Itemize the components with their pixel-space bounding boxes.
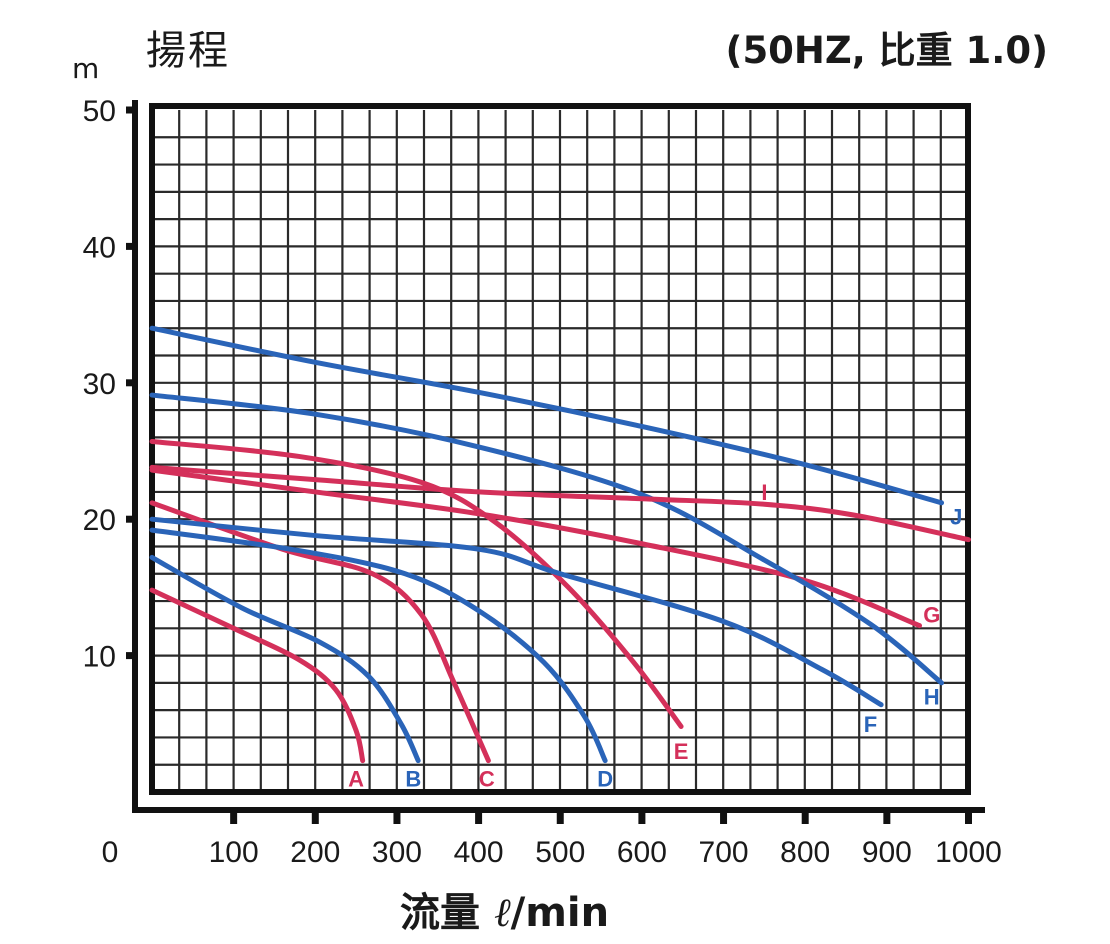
curve-label-e: E	[674, 739, 689, 764]
y-tick-label: 50	[83, 95, 116, 128]
curve-label-i: I	[761, 480, 767, 505]
curve-label-b: B	[405, 766, 421, 791]
chart-subtitle: (50HZ, 比重 1.0)	[725, 29, 1048, 72]
curve-i	[149, 464, 971, 543]
performance-curves	[149, 325, 971, 764]
curve-h	[149, 392, 945, 686]
curve-b	[149, 554, 421, 764]
x-axis-label-prefix: 流量	[400, 890, 480, 936]
curve-g	[149, 467, 923, 629]
curve-label-g: G	[923, 603, 940, 628]
x-tick-label: 700	[699, 836, 749, 869]
x-tick-label: 300	[372, 836, 422, 869]
x-tick-label: 0	[102, 836, 119, 869]
x-tick-label: 600	[617, 836, 667, 869]
y-tick-label: 40	[83, 231, 116, 264]
y-tick-label: 20	[83, 504, 116, 537]
x-tick-label: 900	[862, 836, 912, 869]
x-tick-label: 800	[780, 836, 830, 869]
curve-f	[149, 516, 884, 708]
curve-labels: A B C D E F G H I J	[348, 480, 962, 791]
plot-frame	[149, 103, 971, 795]
x-axis-label-suffix: /min	[510, 890, 610, 936]
curve-j	[149, 325, 945, 506]
curve-label-h: H	[924, 685, 940, 710]
curve-d	[149, 527, 608, 764]
x-tick-label: 200	[290, 836, 340, 869]
chart-title: 揚程	[146, 28, 230, 74]
y-axis-unit: m	[72, 52, 100, 85]
curve-label-a: A	[348, 766, 364, 791]
curve-label-j: J	[950, 504, 962, 529]
y-tick-label: 30	[83, 368, 116, 401]
x-tick-label: 1000	[935, 836, 1002, 869]
curve-label-f: F	[864, 712, 877, 737]
curve-label-d: D	[597, 766, 613, 791]
x-tick-label: 500	[535, 836, 585, 869]
curve-a	[149, 587, 366, 764]
y-tick-label: 10	[83, 641, 116, 674]
x-tick-label: 400	[454, 836, 504, 869]
curve-c	[149, 500, 491, 764]
curve-label-c: C	[479, 766, 495, 791]
liter-symbol: ℓ	[493, 890, 511, 936]
x-tick-label: 100	[209, 836, 259, 869]
x-axis-label: 流量 ℓ/min	[400, 880, 609, 938]
